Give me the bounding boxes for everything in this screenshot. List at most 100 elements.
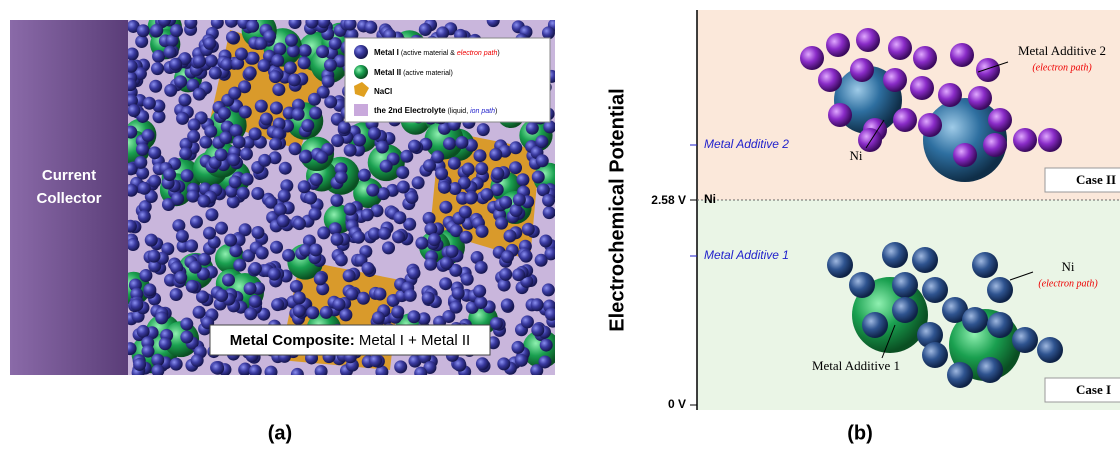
metal-i-particle <box>193 88 206 101</box>
metal-i-particle <box>170 358 183 371</box>
metal-i-particle <box>163 168 176 181</box>
metal-i-particle <box>361 262 374 275</box>
collector-label: Collector <box>36 190 101 207</box>
metal-i-particle <box>288 16 301 29</box>
ni-particle <box>1037 337 1063 363</box>
metal-i-particle <box>378 227 391 240</box>
metal-i-particle <box>397 180 410 193</box>
axis-label: 0 V <box>668 397 686 411</box>
metal-i-particle <box>535 254 548 267</box>
metal-i-particle <box>260 113 273 126</box>
metal-i-particle <box>539 235 552 248</box>
metal-i-particle <box>316 45 329 58</box>
metal-i-particle <box>373 288 386 301</box>
metal-i-particle <box>159 337 172 350</box>
metal-i-particle <box>424 258 437 271</box>
metal-i-particle <box>501 298 514 311</box>
metal-i-particle <box>247 52 260 65</box>
case-label: Case II <box>1076 172 1116 187</box>
metal-i-particle <box>393 211 406 224</box>
metal-i-particle <box>305 16 318 29</box>
metal-i-particle <box>335 171 348 184</box>
additive-particle <box>826 33 850 57</box>
additive-particle <box>1038 128 1062 152</box>
metal-i-particle <box>338 121 351 134</box>
ni-particle <box>947 362 973 388</box>
metal-i-particle <box>423 159 436 172</box>
ni-particle <box>922 342 948 368</box>
metal-i-particle <box>293 304 306 317</box>
metal-i-particle <box>332 298 345 311</box>
metal-i-particle <box>222 274 235 287</box>
metal-i-particle <box>228 87 241 100</box>
additive-particle <box>883 68 907 92</box>
metal-i-particle <box>474 296 487 309</box>
metal-i-particle <box>309 107 322 120</box>
metal-i-particle <box>499 196 512 209</box>
metal-i-particle <box>244 282 257 295</box>
metal-i-particle <box>330 194 343 207</box>
ni-particle <box>972 252 998 278</box>
metal-i-particle <box>352 231 365 244</box>
metal-i-particle <box>233 259 246 272</box>
ni-particle <box>912 247 938 273</box>
metal-i-particle <box>170 24 183 37</box>
metal-i-particle <box>501 250 514 263</box>
metal-i-particle <box>495 217 508 230</box>
metal-i-particle <box>542 26 555 39</box>
additive-particle <box>918 113 942 137</box>
metal-i-particle <box>163 46 176 59</box>
metal-i-particle <box>310 173 323 186</box>
legend-swatch <box>354 65 368 79</box>
ni-particle <box>962 307 988 333</box>
metal-i-particle <box>249 295 262 308</box>
metal-i-particle <box>415 237 428 250</box>
metal-i-particle <box>422 291 435 304</box>
metal-i-particle <box>186 190 199 203</box>
additive-particle <box>968 86 992 110</box>
ni-particle <box>922 277 948 303</box>
metal-i-particle <box>141 345 154 358</box>
metal-i-particle <box>512 268 525 281</box>
metal-i-particle <box>269 70 282 83</box>
metal-i-particle <box>292 108 305 121</box>
figure: Current Collector Metal I (active materi… <box>0 0 1120 448</box>
metal-i-particle <box>345 288 358 301</box>
annotation: (electron path) <box>1032 62 1092 73</box>
metal-i-particle <box>324 59 337 72</box>
metal-i-particle <box>285 34 298 47</box>
metal-i-particle <box>464 192 477 205</box>
metal-i-particle <box>279 162 292 175</box>
metal-i-particle <box>290 280 303 293</box>
metal-i-particle <box>204 125 217 138</box>
metal-i-particle <box>251 187 264 200</box>
metal-i-particle <box>193 306 206 319</box>
metal-i-particle <box>476 225 489 238</box>
case-label: Case I <box>1076 382 1111 397</box>
metal-i-particle <box>282 249 295 262</box>
metal-i-particle <box>372 311 385 324</box>
metal-i-particle <box>244 66 257 79</box>
metal-i-particle <box>203 37 216 50</box>
metal-i-particle <box>308 208 321 221</box>
metal-i-particle <box>233 135 246 148</box>
metal-i-particle <box>136 143 149 156</box>
metal-i-particle <box>361 208 374 221</box>
metal-i-particle <box>320 306 333 319</box>
metal-i-particle <box>137 325 150 338</box>
metal-i-particle <box>491 167 504 180</box>
metal-i-particle <box>315 365 328 378</box>
metal-i-particle <box>436 26 449 39</box>
additive-particle <box>910 76 934 100</box>
metal-i-particle <box>322 75 335 88</box>
metal-i-particle <box>265 366 278 379</box>
metal-i-particle <box>164 84 177 97</box>
additive-particle <box>950 43 974 67</box>
annotation: Ni <box>850 148 863 163</box>
metal-i-particle <box>538 355 551 368</box>
additive-particle <box>988 108 1012 132</box>
additive-particle <box>913 46 937 70</box>
metal-i-particle <box>127 238 140 251</box>
metal-i-particle <box>155 311 168 324</box>
metal-i-particle <box>198 195 211 208</box>
